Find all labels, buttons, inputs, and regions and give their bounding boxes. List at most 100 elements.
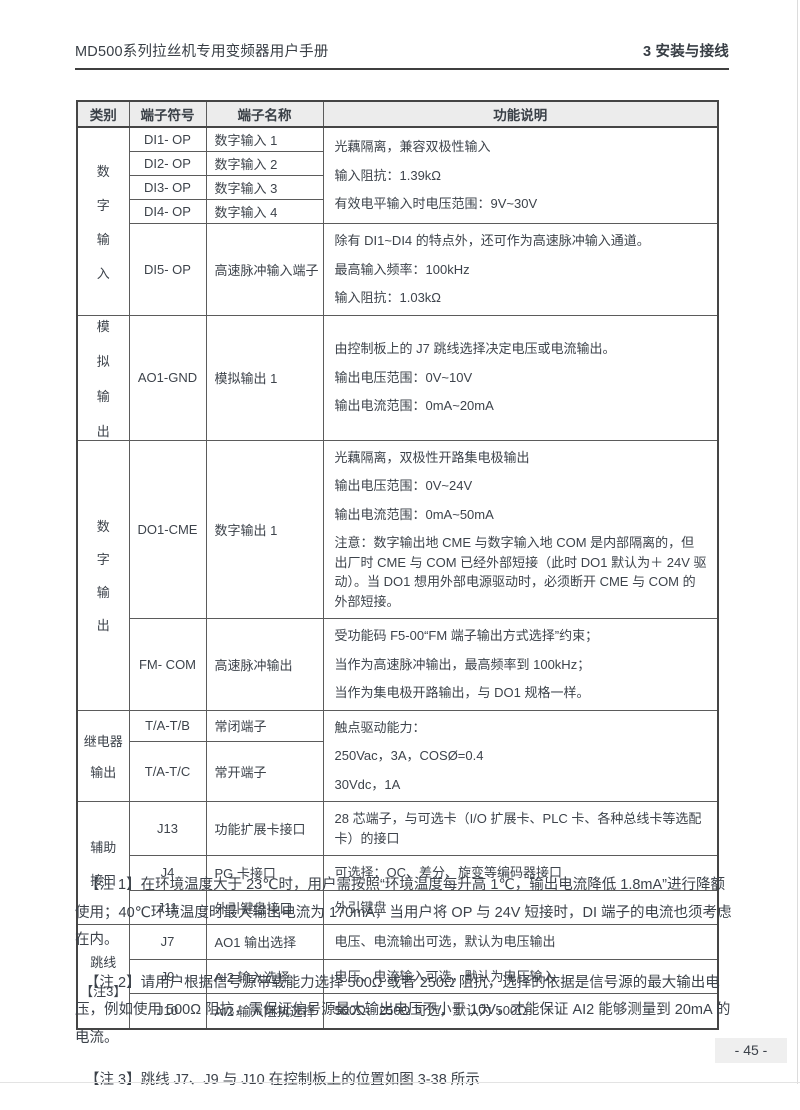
category-char: 数 <box>96 163 110 179</box>
terminal-name: AI2 输入阻抗选择 <box>205 993 324 1029</box>
terminal-name: 功能扩展卡接口 <box>205 801 324 856</box>
terminal-name: 模拟输出 1 <box>205 314 324 441</box>
function-line: 输入阻抗：1.03kΩ <box>334 290 442 305</box>
function-line: 有效电平输入时电压范围：9V~30V <box>334 196 538 212</box>
table-row: J10 AI2 输入阻抗选择 500Ω、250Ω 可选，默认为 500Ω <box>77 993 719 1029</box>
category-char: 模 <box>96 318 110 334</box>
table-row: 辅助 接口 J13 功能扩展卡接口 28 芯端子，与可选卡（I/O 扩展卡、PL… <box>76 801 719 925</box>
function-line: 30Vdc，1A <box>334 776 401 792</box>
terminal-name: 数字输出 1 <box>205 439 324 619</box>
function-line: 电压、电流输出可选，默认为电压输出 <box>334 934 556 949</box>
category-char: 入 <box>96 265 110 281</box>
function-line: 可选择：OC、差分、旋变等编码器接口 <box>334 865 563 880</box>
function-line: 输出电压范围：0V~24V <box>334 478 473 493</box>
category-line: 接口 <box>90 873 117 888</box>
column-header-name: 端子名称 <box>205 100 324 128</box>
category-char: 出 <box>96 618 110 633</box>
terminal-name: PG 卡接口 <box>205 855 324 891</box>
page-header: MD500系列拉丝机专用变频器用户手册 3 安装与接线 <box>75 40 729 61</box>
header-rule <box>75 68 729 70</box>
function-line: 当作为集电极开路输出，与 DO1 规格一样。 <box>334 685 590 700</box>
table-row: 模 拟 输 出 AO1-GND 模拟输出 1 由控制板上的 J7 跳线选择决定电… <box>76 314 719 441</box>
category-char: 数 <box>96 519 110 534</box>
category-cell-digital-output: 数 字 输 出 <box>76 439 130 711</box>
table-row: 跳线 【注3】 J7 AO1 输出选择 电压、电流输出可选，默认为电压输出 <box>76 924 719 1029</box>
category-char: 输 <box>96 231 110 247</box>
category-cell-analog-output: 模 拟 输 出 <box>76 314 130 441</box>
function-line: 输出电压范围：0V~10V <box>334 369 473 385</box>
terminal-symbol: DI4- OP <box>128 199 207 224</box>
terminal-name: AI2 输入选择 <box>205 958 324 994</box>
category-line: 继电器 <box>83 733 123 749</box>
page-number: - 45 - <box>715 1038 787 1063</box>
terminal-symbol: J9 <box>128 958 207 994</box>
terminal-name: 数字输入 3 <box>205 175 324 200</box>
terminal-name: 数字输入 2 <box>205 151 324 176</box>
function-cell: 光藕隔离，双极性开路集电极输出 输出电压范围：0V~24V 输出电流范围：0mA… <box>322 439 719 619</box>
function-line: 输出电流范围：0mA~50mA <box>334 506 494 522</box>
function-cell: 28 芯端子，与可选卡（I/O 扩展卡、PLC 卡、各种总线卡等选配卡）的接口 <box>322 801 719 856</box>
terminal-symbol: DI5- OP <box>128 223 207 316</box>
note-1: 【注 1】在环境温度大于 23℃时，用户需按照“环境温度每升高 1℃，输出电流降… <box>75 877 732 949</box>
function-line: 光藕隔离，兼容双极性输入 <box>334 139 491 155</box>
table-row: T/A-T/C 常开端子 <box>77 740 718 803</box>
terminal-name: 高速脉冲输出 <box>205 618 324 711</box>
column-header-function: 功能说明 <box>322 100 719 128</box>
category-char: 字 <box>96 197 110 213</box>
function-line: 受功能码 F5-00“FM 端子输出方式选择”约束； <box>334 628 599 643</box>
function-cell: 电压、电流输入可选，默认为电压输入 <box>322 958 719 994</box>
category-char: 输 <box>96 388 110 404</box>
terminal-symbol: T/A-T/C <box>128 740 207 803</box>
function-cell: 触点驱动能力： 250Vac，3A，COSØ=0.4 30Vdc，1A <box>322 709 719 802</box>
table-row: J9 AI2 输入选择 电压、电流输入可选，默认为电压输入 <box>77 958 719 994</box>
terminal-symbol: DO1-CME <box>128 439 207 619</box>
function-line: 除有 DI1~DI4 的特点外，还可作为高速脉冲输入通道。 <box>334 233 650 248</box>
page-header-chapter: 3 安装与接线 <box>643 44 729 60</box>
function-line: 500Ω、250Ω 可选，默认为 500Ω <box>334 1003 527 1018</box>
table-row: DI4- OP 数字输入 4 <box>77 199 718 224</box>
function-line: 输入阻抗：1.39kΩ <box>334 167 442 183</box>
table-row: FM- COM 高速脉冲输出 受功能码 F5-00“FM 端子输出方式选择”约束… <box>77 618 719 711</box>
terminal-symbol: J13 <box>128 801 207 856</box>
function-line: 28 芯端子，与可选卡（I/O 扩展卡、PLC 卡、各种总线卡等选配卡）的接口 <box>334 811 702 846</box>
terminal-symbol: T/A-T/B <box>128 709 207 742</box>
function-cell: 电压、电流输出可选，默认为电压输出 <box>322 924 719 960</box>
table-row: DI2- OP 数字输入 2 <box>77 151 718 176</box>
terminal-symbol: DI3- OP <box>128 175 207 200</box>
terminal-spec-table: 类别 端子符号 端子名称 功能说明 数 字 输 入 DI1- OP 数字输入 1… <box>76 100 719 1030</box>
table-row: J4 PG 卡接口 可选择：OC、差分、旋变等编码器接口 <box>77 855 719 891</box>
terminal-symbol: DI1- OP <box>128 126 207 152</box>
category-char: 字 <box>96 552 110 567</box>
function-cell: 由控制板上的 J7 跳线选择决定电压或电流输出。 输出电压范围：0V~10V 输… <box>322 314 719 441</box>
function-line: 光藕隔离，双极性开路集电极输出 <box>334 449 530 465</box>
function-line: 250Vac，3A，COSØ=0.4 <box>334 748 484 763</box>
function-line: 电压、电流输入可选，默认为电压输入 <box>334 968 556 984</box>
category-line: 输出 <box>90 764 117 780</box>
terminal-name: 常闭端子 <box>205 709 324 742</box>
function-cell: 500Ω、250Ω 可选，默认为 500Ω <box>322 993 719 1029</box>
terminal-symbol: DI2- OP <box>128 151 207 176</box>
category-char: 出 <box>96 423 110 439</box>
category-char: 拟 <box>96 353 110 369</box>
table-row: 数 字 输 出 DO1-CME 数字输出 1 光藕隔离，双极性开路集电极输出 输… <box>76 439 719 711</box>
category-cell-aux-interface: 辅助 接口 <box>76 801 130 925</box>
category-cell-relay-output: 继电器 输出 <box>76 709 130 802</box>
category-line: 【注3】 <box>80 984 127 1000</box>
table-row: 继电器 输出 T/A-T/B 常闭端子 触点驱动能力： 250Vac，3A，CO… <box>76 709 719 802</box>
page-edge <box>797 0 798 1084</box>
function-cell: 光藕隔离，兼容双极性输入 输入阻抗：1.39kΩ 有效电平输入时电压范围：9V~… <box>322 126 719 224</box>
terminal-name: 高速脉冲输入端子 <box>205 223 324 316</box>
function-line: 触点驱动能力： <box>334 719 426 735</box>
terminal-name: 数字输入 4 <box>205 199 324 224</box>
function-line: 最高输入频率：100kHz <box>334 261 470 277</box>
notes-section: 【注 1】在环境温度大于 23℃时，用户需按照“环境温度每升高 1℃，输出电流降… <box>75 872 733 1110</box>
function-cell: 可选择：OC、差分、旋变等编码器接口 <box>322 855 719 891</box>
table-row: DI3- OP 数字输入 3 <box>77 175 718 200</box>
function-line: 由控制板上的 J7 跳线选择决定电压或电流输出。 <box>334 341 616 357</box>
terminal-symbol: FM- COM <box>128 618 207 711</box>
table-row: 数 字 输 入 DI1- OP 数字输入 1 光藕隔离，兼容双极性输入 输入阻抗… <box>76 126 719 316</box>
column-header-symbol: 端子符号 <box>128 100 207 128</box>
page-edge <box>0 1082 800 1083</box>
function-line: 外引键盘 <box>334 899 387 915</box>
function-line: 当作为高速脉冲输出，最高频率到 100kHz； <box>334 656 591 672</box>
